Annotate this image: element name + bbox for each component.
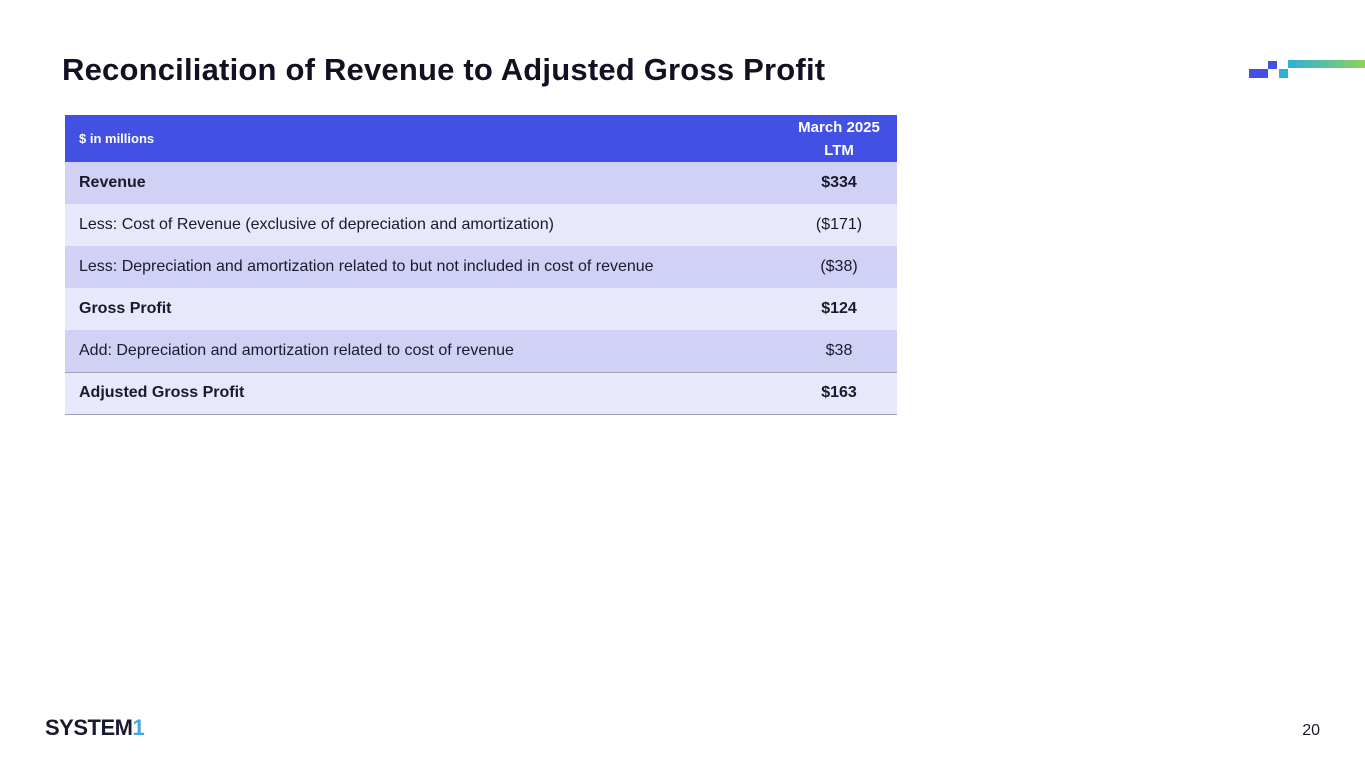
table-row-cost-of-revenue: Less: Cost of Revenue (exclusive of depr… [65, 204, 897, 246]
corner-decoration [1249, 60, 1365, 78]
row-value: $334 [787, 162, 897, 204]
row-label: Gross Profit [65, 288, 787, 330]
header-period: March 2025 LTM [787, 115, 897, 162]
row-label: Less: Cost of Revenue (exclusive of depr… [65, 204, 787, 246]
page-title: Reconciliation of Revenue to Adjusted Gr… [62, 52, 826, 87]
decor-square-teal [1279, 69, 1288, 78]
row-value: $38 [787, 330, 897, 372]
row-value: $163 [787, 371, 897, 415]
logo-accent: 1 [132, 715, 145, 740]
decor-square-top [1268, 61, 1277, 69]
table-row-gross-profit: Gross Profit $124 [65, 288, 897, 330]
header-units-label: $ in millions [65, 115, 787, 162]
header-period-line2: LTM [824, 141, 854, 159]
row-label: Less: Depreciation and amortization rela… [65, 246, 787, 288]
row-label: Adjusted Gross Profit [65, 371, 787, 415]
logo-text: SYSTEM [45, 715, 133, 740]
row-label: Add: Depreciation and amortization relat… [65, 330, 787, 372]
table-row-adjusted-gross-profit: Adjusted Gross Profit $163 [65, 371, 897, 415]
table-row-add-depreciation: Add: Depreciation and amortization relat… [65, 330, 897, 372]
row-value: $124 [787, 288, 897, 330]
decor-square-blue [1249, 69, 1268, 78]
page-number: 20 [1302, 722, 1320, 739]
reconciliation-table: $ in millions March 2025 LTM Revenue $33… [65, 115, 897, 415]
decor-gradient-bar [1288, 60, 1365, 68]
row-value: ($38) [787, 246, 897, 288]
table-row-depreciation-not-included: Less: Depreciation and amortization rela… [65, 246, 897, 288]
row-value: ($171) [787, 204, 897, 246]
table-header-row: $ in millions March 2025 LTM [65, 115, 897, 162]
company-logo: SYSTEM1 [45, 715, 145, 741]
table-row-revenue: Revenue $334 [65, 162, 897, 204]
header-period-line1: March 2025 [798, 118, 880, 136]
row-label: Revenue [65, 162, 787, 204]
